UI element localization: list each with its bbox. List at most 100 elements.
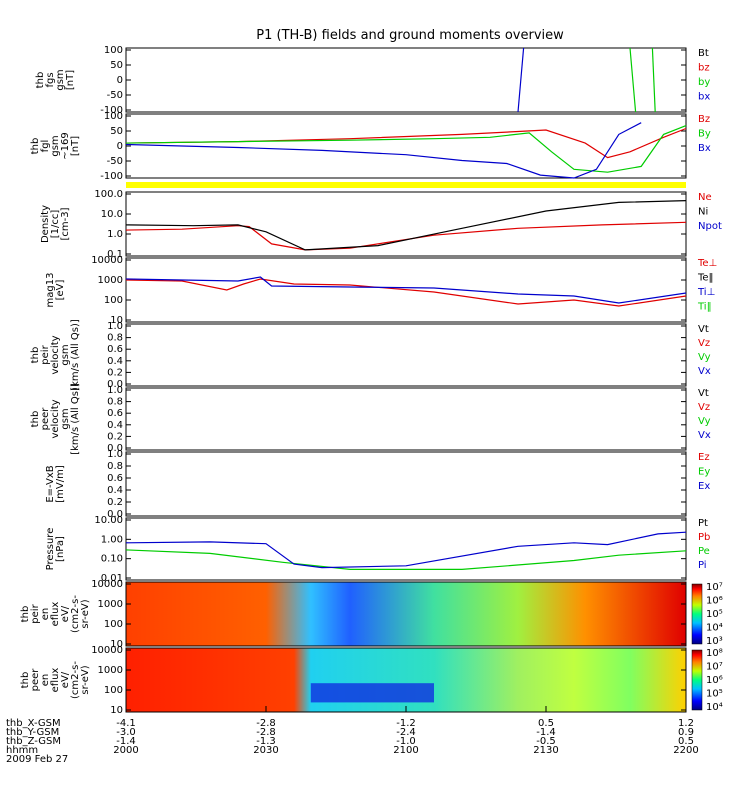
fgs-frame — [125, 47, 687, 113]
ytick-label: 0.2 — [107, 431, 123, 442]
espec-colorbar-label: 10⁴ — [706, 702, 723, 713]
xaxis-value: 1.2 — [678, 718, 694, 729]
legend-pb: Pb — [698, 532, 710, 543]
ytick-label: 0 — [117, 75, 123, 86]
ytick-label: 10000 — [91, 579, 123, 590]
panel-ve — [125, 387, 687, 451]
legend-vx: Vx — [698, 366, 711, 377]
ytick-label: 50 — [110, 60, 123, 71]
ytick-label: -100 — [100, 171, 123, 182]
legend-bt: Bt — [698, 48, 709, 59]
legend-ni: Ni — [698, 207, 708, 218]
xaxis-value: 2100 — [393, 745, 418, 756]
ytick-label: 1.00 — [101, 534, 123, 545]
legend-vt: Vt — [698, 388, 709, 399]
series-density-ne — [125, 221, 687, 251]
panel-espec — [125, 647, 687, 713]
legend-vz: Vz — [698, 338, 710, 349]
legend-ti‖: Ti‖ — [697, 302, 712, 313]
legend-ex: Ex — [698, 481, 710, 492]
ylabel-line: (cm2-s- — [70, 595, 81, 633]
xaxis-value: 0.9 — [678, 727, 694, 738]
density-frame — [125, 191, 687, 257]
ytick-label: 100 — [104, 295, 123, 306]
xaxis-value: -1.0 — [396, 736, 416, 747]
ylabel-line: thb — [20, 672, 31, 689]
xaxis-value: -1.3 — [256, 736, 276, 747]
series-fgs-by — [651, 47, 656, 113]
ytick-label: 0.8 — [107, 461, 123, 472]
ylabel-line: velocity — [50, 335, 61, 374]
ylabel-line: thb — [20, 606, 31, 623]
ylabel-line: E=-VxB — [45, 465, 56, 502]
ylabel-line: [nT] — [70, 136, 81, 156]
ylabel-line: Pressure — [45, 528, 56, 571]
ispec-spectrogram — [126, 582, 686, 646]
ytick-label: 0.10 — [101, 554, 123, 565]
ispec-colorbar-label: 10³ — [706, 636, 723, 647]
ytick-label: 10.0 — [101, 209, 123, 220]
ve-frame — [125, 387, 687, 451]
ylabel-line: eflux — [50, 602, 61, 627]
ylabel-line: en — [40, 608, 51, 621]
ytick-label: 0.0 — [107, 379, 123, 390]
ylabel-line: eflux — [50, 668, 61, 693]
vi-frame — [125, 323, 687, 387]
ytick-label: 0.2 — [107, 497, 123, 508]
xaxis-value: 2130 — [533, 745, 558, 756]
series-fgl-bz — [125, 127, 687, 159]
xaxis-value: -1.2 — [396, 718, 416, 729]
panel-density — [125, 191, 687, 257]
ytick-label: 0.0 — [107, 443, 123, 454]
ylabel-line: thb — [30, 138, 41, 155]
series-temp-te — [125, 278, 687, 307]
ytick-label: 0.8 — [107, 333, 123, 344]
ytick-label: 10 — [110, 639, 123, 650]
series-temp-ti — [125, 276, 687, 304]
ylabel-line: en — [40, 674, 51, 687]
ylabel-line: fgl — [40, 140, 51, 153]
xaxis-value: 0.5 — [538, 718, 554, 729]
ylabel-line: thb — [30, 347, 41, 364]
xaxis-value: 0.5 — [678, 736, 694, 747]
ylabel-line: ~169 — [60, 132, 71, 159]
ytick-label: 0 — [117, 141, 123, 152]
panel-ispec — [125, 581, 687, 647]
ylabel-line: Density — [40, 205, 51, 243]
ytick-label: 10000 — [91, 645, 123, 656]
xaxis-value: -2.8 — [256, 718, 276, 729]
legend-by: by — [698, 77, 710, 88]
legend-bx: bx — [698, 92, 710, 103]
xaxis-row-label: thb_Y-GSM — [6, 727, 59, 738]
ytick-label: 1000 — [98, 665, 123, 676]
temp-frame — [125, 257, 687, 323]
espec-colorbar-label: 10⁶ — [706, 675, 723, 686]
legend-ez: Ez — [698, 452, 710, 463]
series-pressure-pe — [125, 549, 687, 570]
legend-te⊥: Te⊥ — [697, 258, 717, 269]
ytick-label: 1000 — [98, 275, 123, 286]
ytick-label: -50 — [107, 90, 123, 101]
efield-frame — [125, 451, 687, 517]
ispec-frame — [125, 581, 687, 647]
ispec-colorbar — [691, 583, 703, 645]
ytick-label: 0.2 — [107, 367, 123, 378]
ispec-colorbar-label: 10⁵ — [706, 609, 723, 620]
legend-vy: Vy — [698, 352, 711, 363]
ytick-label: 100 — [104, 685, 123, 696]
ylabel-line: peer — [30, 668, 41, 692]
xaxis-value: -3.0 — [116, 727, 136, 738]
xaxis-value: -4.1 — [116, 718, 136, 729]
legend-ey: Ey — [698, 467, 710, 478]
series-fgs-bx — [517, 47, 525, 113]
espec-colorbar-label: 10⁵ — [706, 689, 723, 700]
ylabel-line: peir — [40, 344, 51, 364]
ytick-label: 100 — [104, 619, 123, 630]
ylabel-line: [km/s (All Qs)] — [70, 383, 81, 455]
ispec-colorbar-label: 10⁶ — [706, 596, 723, 607]
ytick-label: 100.0 — [94, 189, 123, 200]
ylabel-line: gsm — [50, 135, 61, 156]
ytick-label: 1.0 — [107, 229, 123, 240]
ylabel-line: peer — [40, 407, 51, 431]
ylabel-line: [nPa] — [55, 536, 66, 562]
